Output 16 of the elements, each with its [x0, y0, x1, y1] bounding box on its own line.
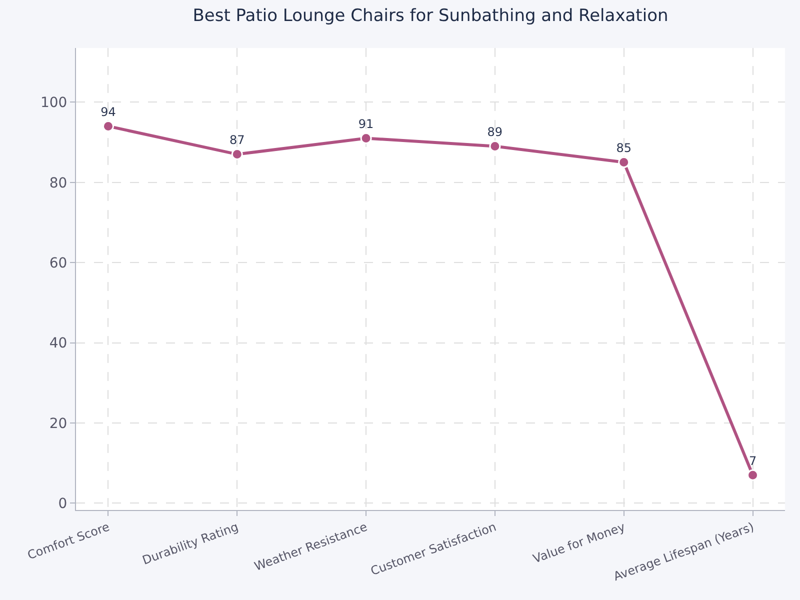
y-tick-label: 80	[49, 175, 68, 192]
y-tick-label: 40	[49, 336, 68, 352]
point	[231, 148, 243, 160]
x-tick-label: Value for Money	[531, 520, 627, 566]
y-tick-label: 20	[49, 416, 68, 432]
chart-title: Best Patio Lounge Chairs for Sunbathing and Relaxation	[192, 6, 668, 26]
y-tick-label: 100	[40, 95, 68, 112]
data-label: 91	[358, 116, 374, 131]
data-label: 87	[230, 133, 245, 148]
y-tick-label: 0	[58, 496, 68, 512]
data-label: 89	[487, 125, 503, 140]
data-label: 85	[616, 141, 632, 156]
point	[618, 156, 630, 168]
data-label: 7	[748, 454, 757, 468]
y-tick-label: 60	[49, 255, 68, 272]
data-label: 94	[100, 104, 116, 119]
